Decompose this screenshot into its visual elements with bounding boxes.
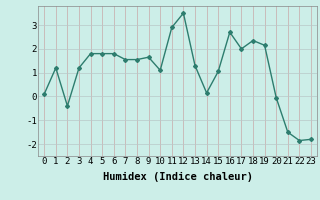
X-axis label: Humidex (Indice chaleur): Humidex (Indice chaleur) [103, 172, 252, 182]
